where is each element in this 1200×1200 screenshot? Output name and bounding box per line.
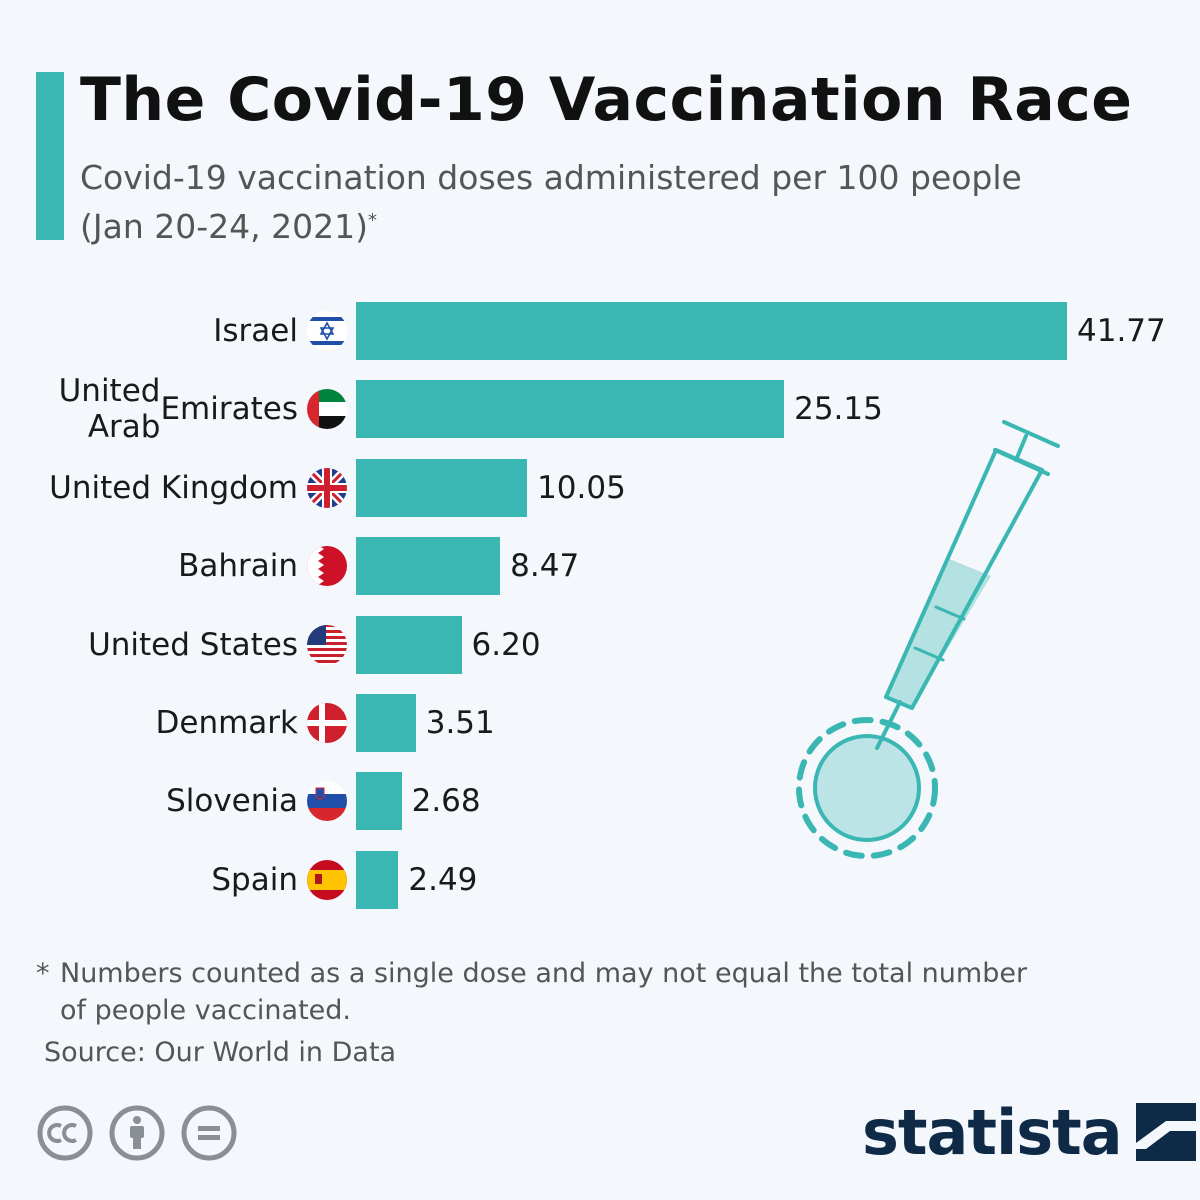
category-label-line: United States: [88, 626, 298, 663]
value-label: 8.47: [510, 548, 580, 585]
chart-subtitle: Covid-19 vaccination doses administered …: [80, 156, 1160, 248]
value-label: 2.49: [408, 861, 478, 898]
bar-row: Israel 41.77: [0, 302, 1200, 360]
license-icons: [36, 1104, 238, 1164]
usa-flag-icon: [307, 624, 347, 665]
category-label: United Kingdom: [49, 459, 298, 517]
category-label-line: United Arab: [58, 373, 161, 446]
value-label: 3.51: [425, 705, 495, 741]
category-label-line: Israel: [213, 313, 298, 349]
category-label: United States: [88, 616, 298, 674]
value-label: 41.77: [1077, 313, 1166, 349]
bar: [356, 302, 1067, 360]
subtitle-line-2: (Jan 20-24, 2021): [80, 207, 368, 246]
chart-title: The Covid-19 Vaccination Race: [80, 65, 1133, 135]
bar: [356, 615, 462, 674]
attribution-icon[interactable]: [108, 1104, 166, 1162]
denmark-flag-icon: [307, 703, 347, 743]
bar: [356, 458, 528, 517]
slovenia-flag-icon: [307, 781, 347, 822]
category-label: Israel: [213, 302, 298, 360]
category-label-line: Slovenia: [166, 783, 298, 820]
brand-name[interactable]: statista: [862, 1095, 1123, 1169]
value-label: 10.05: [537, 469, 626, 506]
statista-logo-icon: [1135, 1103, 1196, 1161]
footnote-line-1: Numbers counted as a single dose and may…: [60, 958, 1028, 989]
bar: [356, 850, 399, 909]
category-label: United Arab Emirates: [0, 373, 298, 445]
brand: statista: [862, 1095, 1196, 1169]
no-derivatives-icon[interactable]: [180, 1104, 238, 1162]
category-label-line: Denmark: [155, 705, 298, 741]
subtitle-line-1: Covid-19 vaccination doses administered …: [80, 158, 1022, 197]
category-label: Bahrain: [178, 537, 298, 595]
value-label: 6.20: [471, 626, 541, 663]
bar: [356, 772, 402, 831]
spain-flag-icon: [307, 859, 347, 900]
syringe-virus-icon: [796, 420, 1060, 859]
footnote-marker: *: [36, 958, 50, 989]
cc-icon[interactable]: [36, 1104, 94, 1162]
category-label-line: Emirates: [160, 391, 298, 428]
footnote-line-2: of people vaccinated.: [60, 995, 352, 1026]
bar-row: Slovenia 2.68: [0, 772, 1200, 831]
uk-flag-icon: [307, 467, 347, 508]
bahrain-flag-icon: [307, 546, 347, 587]
footnote: * Numbers counted as a single dose and ma…: [36, 955, 1096, 1029]
bar-row: United States 6.20: [0, 615, 1200, 674]
value-label: 2.68: [411, 783, 481, 820]
israel-flag-icon: [307, 311, 347, 351]
bar: [356, 380, 785, 439]
value-label: 25.15: [794, 391, 883, 428]
bar-row: Denmark 3.51: [0, 694, 1200, 752]
category-label-line: United Kingdom: [49, 469, 298, 506]
category-label: Slovenia: [166, 772, 298, 830]
category-label-line: Bahrain: [178, 548, 298, 585]
bar-row: United Arab Emirates 25.15: [0, 373, 1200, 445]
bar: [356, 537, 501, 596]
bar-row: Bahrain 8.47: [0, 537, 1200, 596]
category-label: Spain: [211, 851, 298, 909]
bar-row: United Kingdom 10.05: [0, 458, 1200, 517]
subtitle-marker: *: [367, 210, 377, 231]
source-note: Source: Our World in Data: [44, 1037, 397, 1068]
bar-row: Spain 2.49: [0, 850, 1200, 909]
category-label: Denmark: [156, 694, 298, 752]
bar: [356, 694, 416, 752]
accent-bar: [36, 72, 64, 240]
category-label-line: Spain: [211, 861, 298, 898]
uae-flag-icon: [307, 389, 347, 430]
